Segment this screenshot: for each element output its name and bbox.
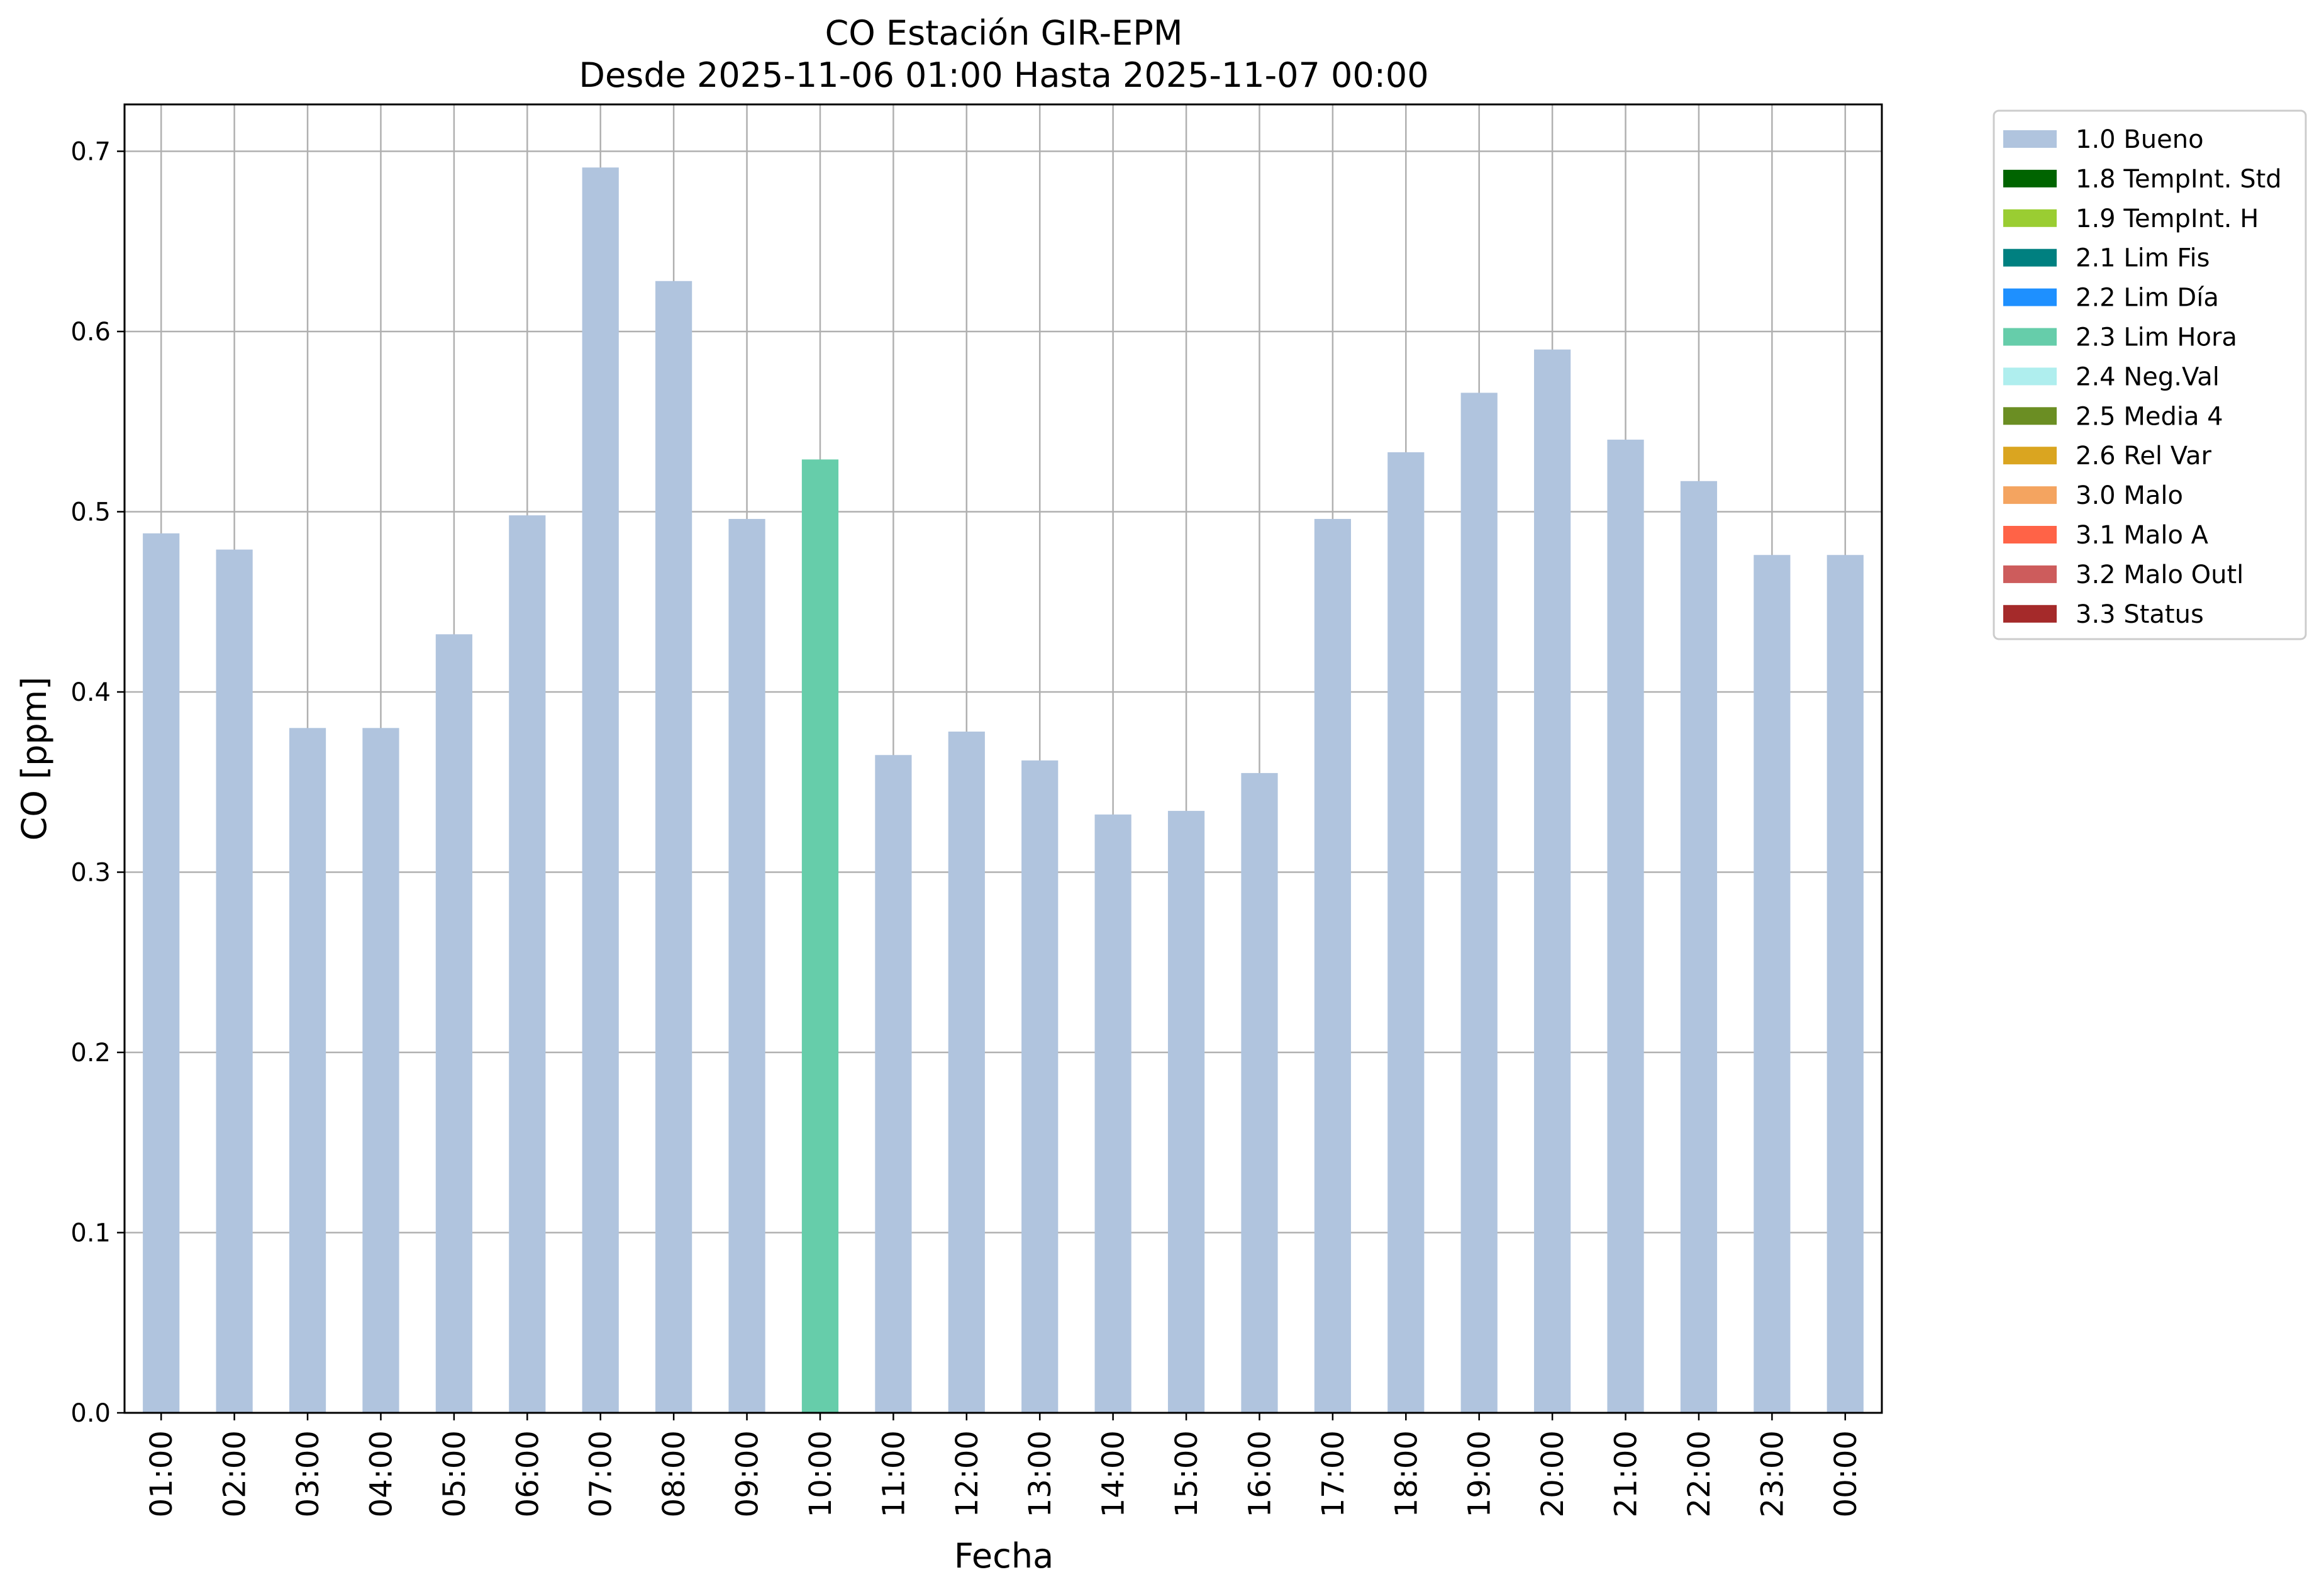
x-tick-label: 03:00 — [291, 1430, 326, 1517]
x-tick-label: 05:00 — [437, 1430, 472, 1517]
bar-1700 — [1314, 518, 1351, 1413]
x-tick-label: 18:00 — [1389, 1430, 1424, 1517]
bar-0500 — [435, 634, 472, 1413]
x-tick-label: 22:00 — [1682, 1430, 1717, 1517]
legend-swatch — [2003, 209, 2057, 227]
legend-label: 2.2 Lim Día — [2076, 284, 2219, 313]
legend-label: 2.3 Lim Hora — [2076, 323, 2237, 352]
legend: 1.0 Bueno 1.8 TempInt. Std 1.9 TempInt. H 2… — [1993, 109, 2307, 640]
y-tick-label: 0.6 — [70, 318, 111, 347]
legend-label: 3.2 Malo Outl — [2076, 560, 2243, 589]
legend-swatch — [2003, 486, 2057, 504]
x-tick-label: 21:00 — [1609, 1430, 1644, 1517]
y-axis-label: CO [ppm] — [14, 677, 54, 841]
x-tick-label: 10:00 — [803, 1430, 838, 1517]
bar-1200 — [948, 732, 985, 1413]
x-tick-label: 00:00 — [1828, 1430, 1864, 1517]
plot-area-frame — [123, 103, 1883, 1414]
legend-swatch — [2003, 447, 2057, 465]
legend-label: 2.5 Media 4 — [2076, 402, 2223, 431]
legend-label: 3.3 Status — [2076, 600, 2204, 629]
legend-label: 3.0 Malo — [2076, 481, 2183, 510]
bar-0000 — [1826, 555, 1864, 1413]
bar-1100 — [875, 755, 912, 1413]
legend-label: 1.9 TempInt. H — [2076, 204, 2259, 233]
x-tick-label: 13:00 — [1023, 1430, 1058, 1517]
bar-1400 — [1094, 814, 1131, 1413]
x-tick-label: 12:00 — [950, 1430, 985, 1517]
legend-label: 2.4 Neg.Val — [2076, 362, 2220, 391]
y-tick-label: 0.3 — [70, 858, 111, 887]
legend-swatch — [2003, 248, 2057, 267]
bar-2300 — [1754, 555, 1791, 1413]
bar-1900 — [1460, 393, 1498, 1413]
legend-swatch — [2003, 407, 2057, 425]
legend-swatch — [2003, 328, 2057, 346]
bar-0600 — [509, 515, 546, 1413]
y-tick-label: 0.1 — [70, 1218, 111, 1247]
x-tick-label: 07:00 — [584, 1430, 619, 1517]
x-axis: 01:00 02:00 03:00 04:00 05:00 06:00 07:00 08:00… — [144, 1413, 1864, 1517]
bar-1800 — [1387, 452, 1425, 1413]
bar-1300 — [1021, 760, 1059, 1413]
bar-0900 — [728, 518, 765, 1413]
x-tick-label: 09:00 — [730, 1430, 765, 1517]
y-tick-label: 0.7 — [70, 137, 111, 166]
bar-0700 — [582, 167, 619, 1413]
legend-label: 2.1 Lim Fis — [2076, 244, 2210, 273]
bar-2000 — [1534, 349, 1571, 1413]
bar-2200 — [1680, 481, 1718, 1413]
bar-1600 — [1241, 772, 1278, 1413]
bar-1000 — [801, 459, 839, 1413]
bar-0100 — [143, 533, 180, 1413]
x-tick-label: 23:00 — [1755, 1430, 1790, 1517]
x-tick-label: 01:00 — [144, 1430, 179, 1517]
x-tick-label: 11:00 — [876, 1430, 911, 1517]
x-tick-label: 16:00 — [1242, 1430, 1277, 1517]
chart-title: CO Estación GIR-EPM — [825, 13, 1183, 53]
legend-frame — [1993, 109, 2307, 640]
legend-swatch — [2003, 367, 2057, 386]
legend-label: 3.1 Malo A — [2076, 521, 2209, 550]
x-tick-label: 19:00 — [1462, 1430, 1498, 1517]
y-tick-label: 0.0 — [70, 1399, 111, 1428]
legend-swatch — [2003, 526, 2057, 543]
x-tick-label: 08:00 — [657, 1430, 692, 1517]
x-tick-label: 04:00 — [364, 1430, 399, 1517]
y-tick-label: 0.5 — [70, 498, 111, 527]
x-tick-label: 17:00 — [1316, 1430, 1351, 1517]
x-axis-label: Fecha — [954, 1536, 1054, 1576]
y-axis: 0.0 0.1 0.2 0.3 0.4 0.5 0.6 0.7 — [70, 137, 125, 1428]
x-tick-label: 14:00 — [1096, 1430, 1131, 1517]
bars — [143, 167, 1864, 1413]
bar-0200 — [216, 549, 253, 1413]
legend-swatch — [2003, 130, 2057, 148]
legend-swatch — [2003, 605, 2057, 623]
bar-0300 — [289, 728, 326, 1413]
y-tick-label: 0.2 — [70, 1039, 111, 1067]
bar-2100 — [1607, 439, 1644, 1413]
x-tick-label: 15:00 — [1169, 1430, 1204, 1517]
legend-label: 1.0 Bueno — [2076, 125, 2204, 154]
legend-label: 2.6 Rel Var — [2076, 442, 2212, 471]
legend-label: 1.8 TempInt. Std — [2076, 165, 2282, 194]
bar-1500 — [1167, 811, 1205, 1413]
x-tick-label: 20:00 — [1535, 1430, 1571, 1517]
x-tick-label: 02:00 — [218, 1430, 253, 1517]
legend-swatch — [2003, 565, 2057, 583]
legend-swatch — [2003, 169, 2057, 187]
legend-swatch — [2003, 288, 2057, 306]
y-tick-label: 0.4 — [70, 678, 111, 707]
x-tick-label: 06:00 — [510, 1430, 545, 1517]
bar-0800 — [655, 281, 692, 1413]
chart-subtitle: Desde 2025-11-06 01:00 Hasta 2025-11-07 … — [579, 55, 1428, 95]
bar-0400 — [362, 728, 399, 1413]
